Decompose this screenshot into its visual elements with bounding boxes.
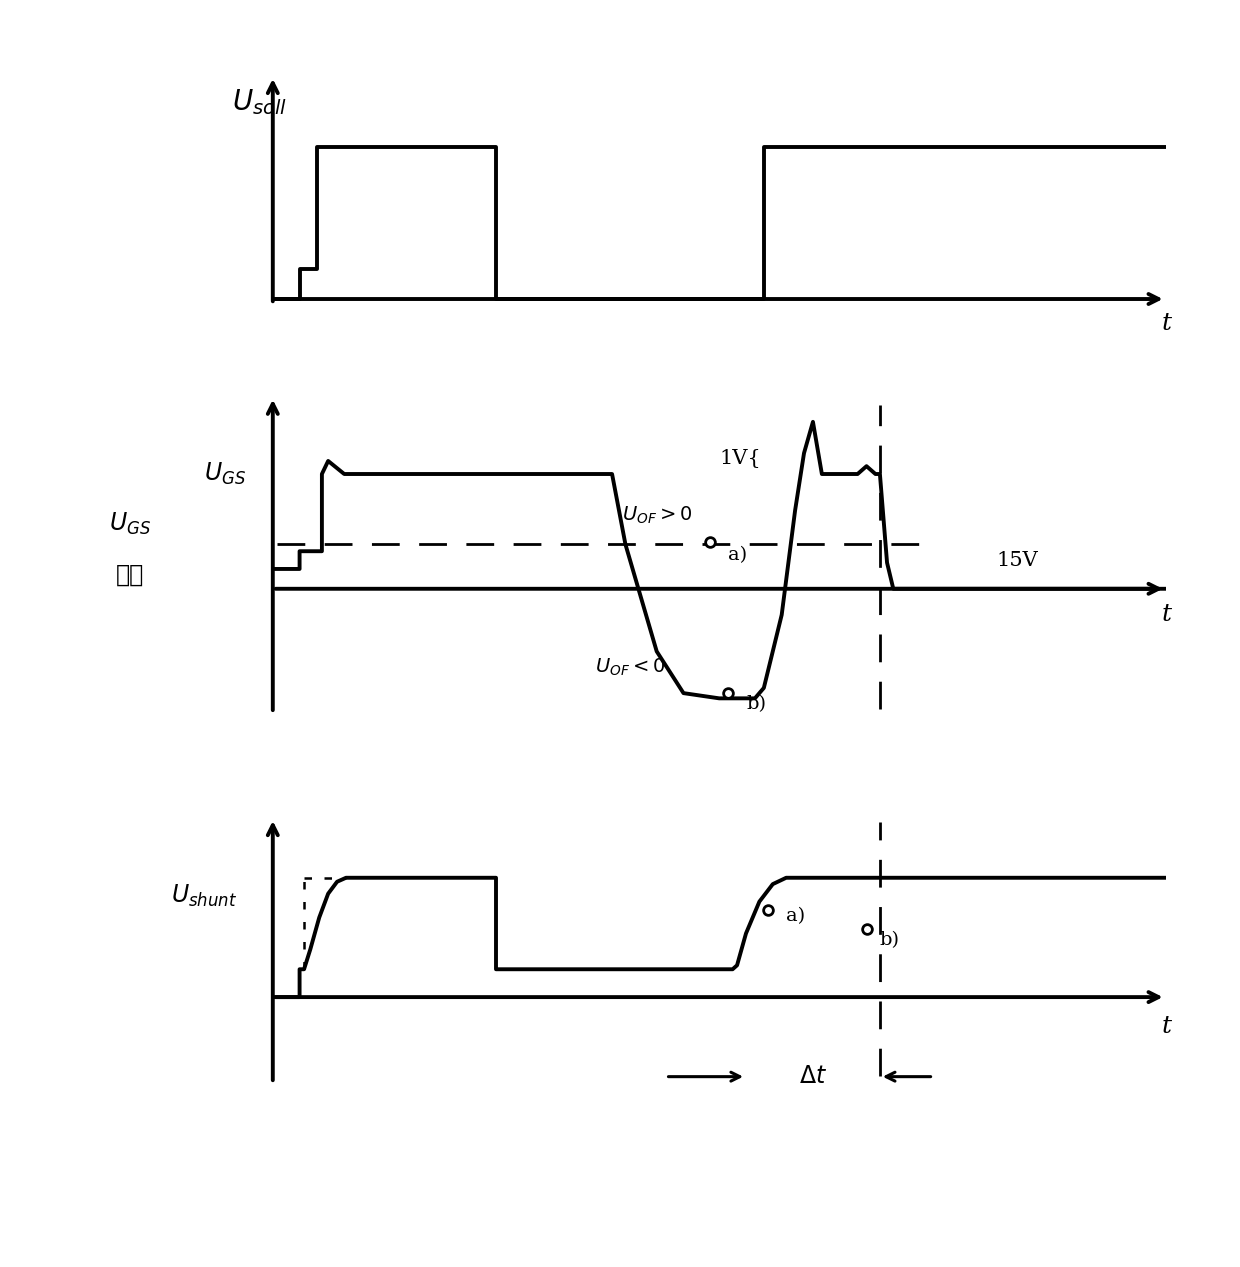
Text: $U_{OF}<0$: $U_{OF}<0$ [595,656,665,678]
Text: 15V: 15V [996,551,1038,570]
Text: 1V{: 1V{ [719,449,761,468]
Text: t: t [1161,312,1171,336]
Text: b): b) [746,694,766,713]
Text: $U_{shunt}$: $U_{shunt}$ [171,883,237,908]
Text: a): a) [786,907,805,925]
Text: a): a) [728,546,748,564]
Text: $U_{GS}$: $U_{GS}$ [109,511,151,537]
Text: t: t [1161,1015,1171,1038]
Text: b): b) [880,931,900,949]
Text: $\Delta t$: $\Delta t$ [799,1066,827,1088]
Text: $U_{GS}$: $U_{GS}$ [203,461,246,487]
Text: t: t [1161,603,1171,626]
Text: $U_{soll}$: $U_{soll}$ [232,87,286,117]
Text: $U_{OF}>0$: $U_{OF}>0$ [621,506,692,526]
Text: 阈值: 阈值 [115,563,144,587]
